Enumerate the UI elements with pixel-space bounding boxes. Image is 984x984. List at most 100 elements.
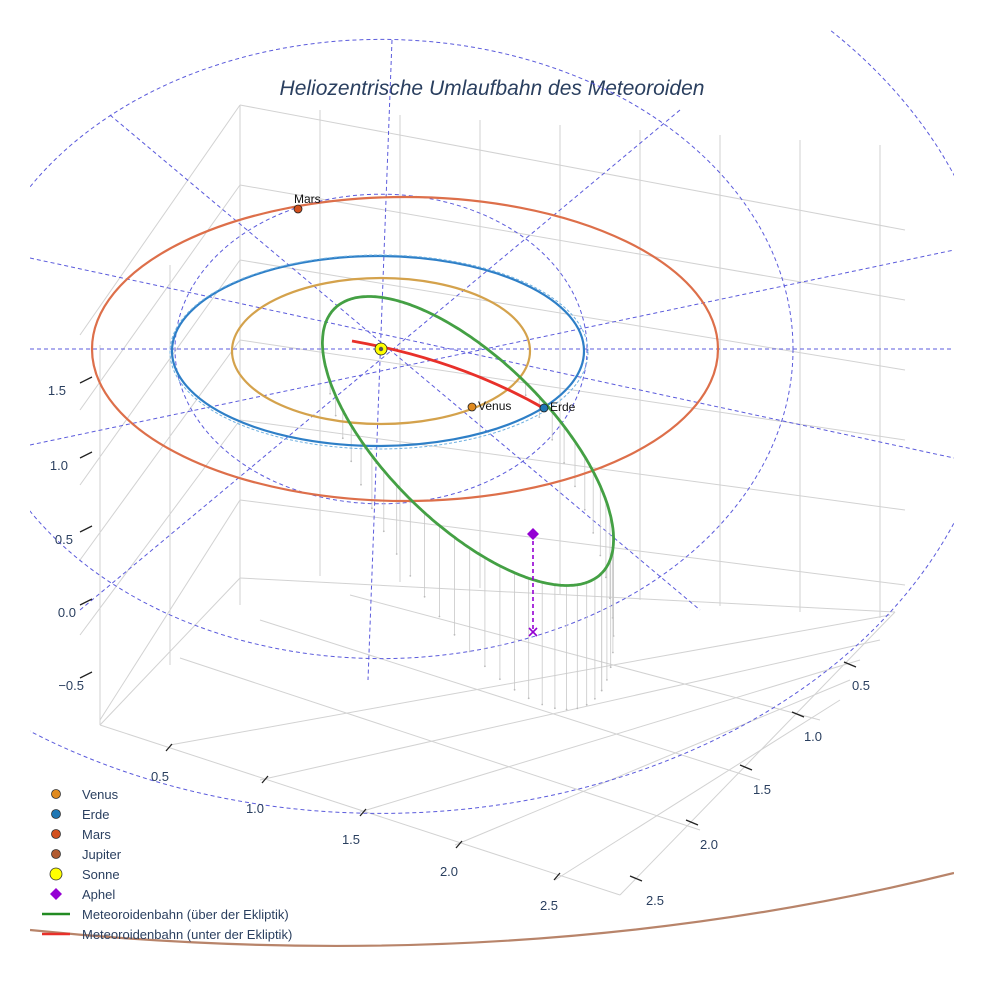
legend-label-erde[interactable]: Erde — [82, 807, 109, 822]
drop-point — [513, 688, 516, 691]
drop-point — [599, 554, 602, 557]
drop-point — [538, 416, 541, 418]
drop-point — [409, 575, 412, 577]
drop-point — [468, 650, 471, 653]
grid-line — [239, 339, 906, 441]
drop-point — [329, 392, 331, 395]
drop-point — [606, 679, 608, 681]
x-tick-label: 1.0 — [246, 801, 264, 816]
drop-point — [592, 532, 595, 534]
drop-point — [583, 508, 586, 511]
y-tick-label: 2.5 — [646, 893, 664, 908]
legend-label-meteor-below[interactable]: Meteoroidenbahn (unter der Ekliptik) — [82, 927, 292, 942]
orbit-jupiter — [30, 871, 954, 948]
legend-label-venus[interactable]: Venus — [82, 787, 119, 802]
grid-line — [179, 657, 701, 831]
x-tick-label: 2.0 — [440, 864, 458, 879]
chart-title: Heliozentrische Umlaufbahn des Meteoroid… — [280, 77, 705, 100]
drop-point — [438, 615, 441, 618]
z-tick-label: 0.5 — [55, 532, 73, 547]
drop-point — [423, 595, 426, 598]
z-tick-mark — [79, 671, 93, 679]
legend-symbol-venus — [51, 789, 61, 799]
legend-label-meteor-above[interactable]: Meteoroidenbahn (über der Ekliptik) — [82, 907, 289, 922]
y-tick-label: 0.5 — [852, 678, 870, 693]
drop-point — [541, 703, 544, 706]
grid-line — [79, 419, 241, 636]
drop-point — [395, 553, 398, 555]
planet-marker-venus[interactable] — [467, 402, 477, 412]
grid-line — [99, 499, 241, 721]
x-tick-mark — [359, 808, 367, 817]
grid-line — [349, 594, 821, 721]
meteoroid-drop-lines — [329, 381, 615, 711]
legend-label-mars[interactable]: Mars — [82, 827, 111, 842]
planet-orbits — [30, 195, 954, 948]
planet-marker-erde[interactable] — [539, 403, 549, 413]
legend-symbol-erde — [51, 809, 61, 819]
planet-label-mars: Mars — [294, 192, 321, 206]
planet-marker-mars[interactable] — [293, 204, 303, 214]
sun-center-dot — [378, 346, 384, 352]
y-tick-label: 2.0 — [700, 837, 718, 852]
z-axis: 1.5 1.0 0.5 0.0 −0.5 — [48, 376, 93, 693]
x-tick-label: 0.5 — [151, 769, 169, 784]
planet-label-venus: Venus — [478, 399, 511, 413]
grid-line — [454, 679, 851, 846]
grid-line — [79, 184, 241, 411]
drop-point — [341, 437, 344, 440]
meteoroid-orbit-above — [321, 295, 615, 587]
legend-label-jupiter[interactable]: Jupiter — [82, 847, 122, 862]
x-tick-label: 2.5 — [540, 898, 558, 913]
z-tick-mark — [79, 451, 93, 459]
grid-line — [99, 724, 621, 896]
grid-line — [79, 104, 241, 336]
orbit-erde — [170, 254, 586, 448]
y-axis: 0.5 1.0 1.5 2.0 2.5 — [629, 661, 870, 908]
aphel-projection-marker — [528, 627, 538, 637]
x-tick-mark — [455, 840, 463, 849]
grid-line — [259, 619, 761, 781]
legend-label-aphel[interactable]: Aphel — [82, 887, 115, 902]
drop-point — [563, 462, 565, 464]
grid-line — [239, 419, 906, 511]
drop-point — [453, 633, 456, 636]
grid-line — [619, 611, 896, 896]
aphel-marker — [527, 528, 539, 540]
drop-point — [594, 697, 596, 700]
z-tick-label: 1.5 — [48, 383, 66, 398]
y-tick-mark — [629, 875, 643, 882]
y-tick-mark — [843, 661, 857, 668]
drop-point — [382, 530, 385, 533]
drop-point — [360, 483, 362, 486]
drop-point — [371, 507, 373, 510]
x-tick-mark — [261, 775, 269, 784]
axis-box-grid — [79, 104, 906, 896]
grid-line — [239, 577, 896, 613]
legend-symbol-aphel — [50, 888, 62, 900]
drop-point — [565, 708, 568, 711]
grid-line — [79, 259, 241, 486]
drop-point — [576, 707, 579, 710]
drop-point — [605, 576, 607, 579]
legend-label-sonne[interactable]: Sonne — [82, 867, 120, 882]
drop-point — [600, 689, 603, 692]
legend-symbol-sonne — [49, 867, 63, 881]
drop-point — [574, 485, 576, 488]
drop-point — [554, 707, 556, 710]
y-tick-mark — [791, 711, 805, 718]
drop-point — [585, 703, 588, 706]
polar-grid-ring — [30, 30, 954, 814]
orbit-erde-shadow — [169, 254, 589, 450]
x-tick-label: 1.5 — [342, 832, 360, 847]
x-tick-mark — [165, 743, 173, 752]
z-tick-label: 1.0 — [50, 458, 68, 473]
orbit-venus — [230, 276, 532, 426]
grid-line — [79, 339, 241, 561]
z-tick-mark — [79, 598, 93, 606]
grid-line — [554, 699, 841, 881]
grid-line — [259, 639, 881, 781]
drop-point — [499, 678, 501, 680]
